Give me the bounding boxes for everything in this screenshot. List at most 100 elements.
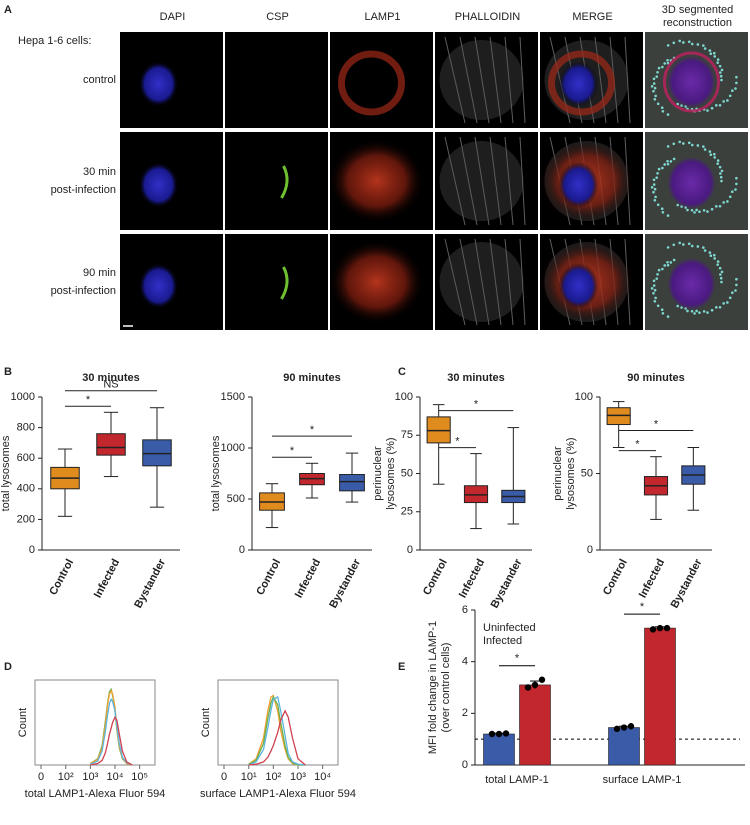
box: [426, 416, 451, 444]
lysosome-dot: [719, 175, 723, 179]
lysosome-dot: [656, 272, 659, 276]
category-label: Bystander: [669, 557, 705, 611]
lysosome-dot: [652, 178, 656, 182]
chart-title: 90 minutes: [283, 372, 340, 384]
micrograph: [435, 234, 538, 330]
category-label: Infected: [92, 557, 122, 600]
micrograph: [225, 132, 328, 230]
actin-fiber: [504, 136, 514, 226]
panel-label: D: [4, 661, 12, 673]
actin-fiber: [474, 36, 490, 124]
micrograph-content: [435, 132, 538, 230]
lysosome-dot: [654, 296, 657, 300]
lysosome-dot: [712, 51, 716, 55]
lysosome-dot: [661, 109, 665, 113]
lysosome-dot: [718, 103, 722, 107]
panel-label: A: [4, 4, 12, 16]
lysosome-dot: [653, 300, 657, 303]
lysosome-dot: [703, 148, 707, 151]
x-tick-label: 10⁴: [314, 771, 331, 783]
lysosome-dot: [716, 58, 720, 61]
chart-title: 30 minutes: [447, 372, 504, 384]
x-tick-label: 10⁵: [131, 771, 148, 783]
y-axis-label: lysosomes (%): [385, 437, 397, 509]
lysosome-dot: [687, 40, 691, 44]
histogram-curve: [248, 695, 306, 766]
lysosome-dot: [712, 253, 716, 257]
histogram-curve: [248, 694, 306, 766]
replicate-point: [538, 676, 546, 683]
lysosome-dot: [703, 47, 707, 50]
lysosome-dot: [666, 58, 669, 62]
lysosome-dot: [657, 268, 661, 272]
lysosome-dot: [690, 42, 694, 46]
actin-fiber: [444, 136, 466, 226]
replicate-point: [663, 624, 671, 632]
y-tick-label: 0: [239, 544, 245, 556]
actin-fiber: [474, 136, 490, 226]
segmented-nucleus: [667, 56, 716, 108]
lysosome-dot: [660, 106, 664, 110]
lysosome-dot: [731, 291, 734, 295]
lysosome-dot: [716, 263, 719, 266]
comparison-label: NS: [103, 379, 118, 391]
actin-fiber: [444, 36, 466, 124]
micrograph-content: [645, 234, 748, 330]
x-tick-label: 0: [38, 771, 44, 783]
micrograph-content: [645, 132, 748, 230]
lysosome-dot: [669, 160, 673, 163]
y-axis-label: total lysosomes: [0, 435, 12, 511]
micrograph-bg: [225, 234, 328, 330]
y-axis-label: perinuclear: [552, 446, 564, 501]
lysosome-dot: [654, 94, 657, 98]
plot-frame: [217, 679, 339, 766]
lysosome-dot: [672, 258, 676, 262]
x-tick-label: 10²: [58, 771, 74, 783]
lysosome-dot: [706, 109, 709, 112]
lysosome-dot: [682, 41, 685, 44]
lysosome-dot: [708, 150, 712, 153]
cell-outline: [439, 40, 524, 120]
lysosome-dot: [716, 162, 719, 165]
lysosome-dot: [726, 99, 729, 102]
panel-label: E: [398, 661, 405, 673]
actin-fiber: [519, 136, 526, 226]
lysosome-dot: [706, 311, 709, 314]
lysosome-dot: [656, 203, 660, 207]
lysosome-dot: [669, 261, 673, 264]
lysosome-dot: [663, 264, 666, 267]
lysosome-dot: [703, 249, 707, 252]
histogram-curve: [90, 715, 133, 766]
x-axis-label: total LAMP1-Alexa Fluor 594: [25, 788, 166, 800]
comparison-label: *: [654, 418, 659, 430]
lysosome-dot: [657, 66, 661, 70]
x-tick-label: 10³: [290, 771, 306, 783]
micrograph-content: [120, 32, 223, 128]
lysosome-dot: [720, 270, 724, 274]
lysosome-dot: [690, 244, 694, 248]
category-label: Control: [47, 557, 76, 597]
lysosome-dot: [666, 44, 670, 47]
y-axis-label: lysosomes (%): [565, 437, 577, 509]
lysosome-dot: [666, 246, 670, 249]
replicate-point: [649, 626, 657, 633]
lysosome-dot: [666, 159, 669, 163]
lysosome-dot: [678, 241, 682, 245]
comparison-label: *: [474, 399, 479, 411]
micrograph-content: [225, 132, 328, 230]
box: [463, 485, 489, 504]
segmented-ring: [663, 51, 720, 113]
actin-fiber: [474, 238, 490, 326]
actin-fiber: [489, 238, 502, 326]
micrograph: [225, 32, 328, 128]
comparison-label: *: [310, 424, 315, 436]
x-tick-label: 10¹: [241, 771, 257, 783]
lysosome-dot: [696, 245, 700, 248]
lysosome-dot: [720, 78, 723, 82]
micrograph-content: [225, 234, 328, 330]
micrograph-content: [540, 132, 643, 230]
cell-line-label: Hepa 1-6 cells:: [18, 35, 91, 47]
micrograph: [330, 132, 433, 230]
lysosome-dot: [687, 141, 691, 145]
y-axis-label: perinuclear: [372, 446, 384, 501]
